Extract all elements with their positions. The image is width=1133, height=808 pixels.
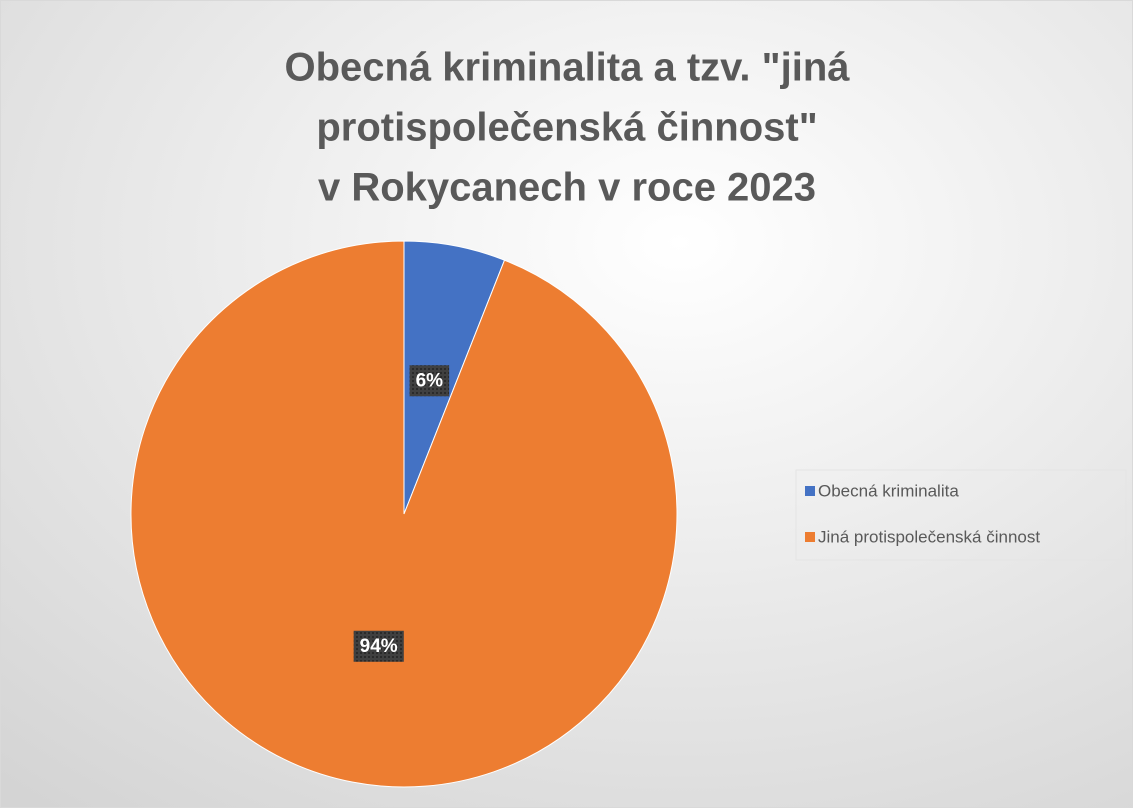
chart-title-line: v Rokycanech v roce 2023 — [318, 166, 816, 210]
data-label-box — [409, 365, 450, 397]
data-label: 94% — [360, 636, 398, 657]
data-label-box — [353, 630, 404, 662]
chart-title: Obecná kriminalita a tzv. "jiná protispol… — [284, 46, 850, 210]
chart-title-line: Obecná kriminalita a tzv. "jiná — [284, 46, 850, 90]
pie-slice — [130, 240, 678, 788]
chart-title-line: protispolečenská činnost" — [316, 106, 817, 150]
legend-swatch — [805, 532, 815, 542]
legend-label: Jiná protispolečenská činnost — [818, 527, 1040, 546]
legend: Obecná kriminalita Jiná protispolečenská … — [805, 481, 1040, 546]
legend-box — [795, 469, 1127, 561]
pie: 6% 94% — [130, 240, 678, 788]
data-label: 6% — [416, 370, 444, 391]
legend-label: Obecná kriminalita — [818, 481, 959, 500]
legend-swatch — [805, 486, 815, 496]
